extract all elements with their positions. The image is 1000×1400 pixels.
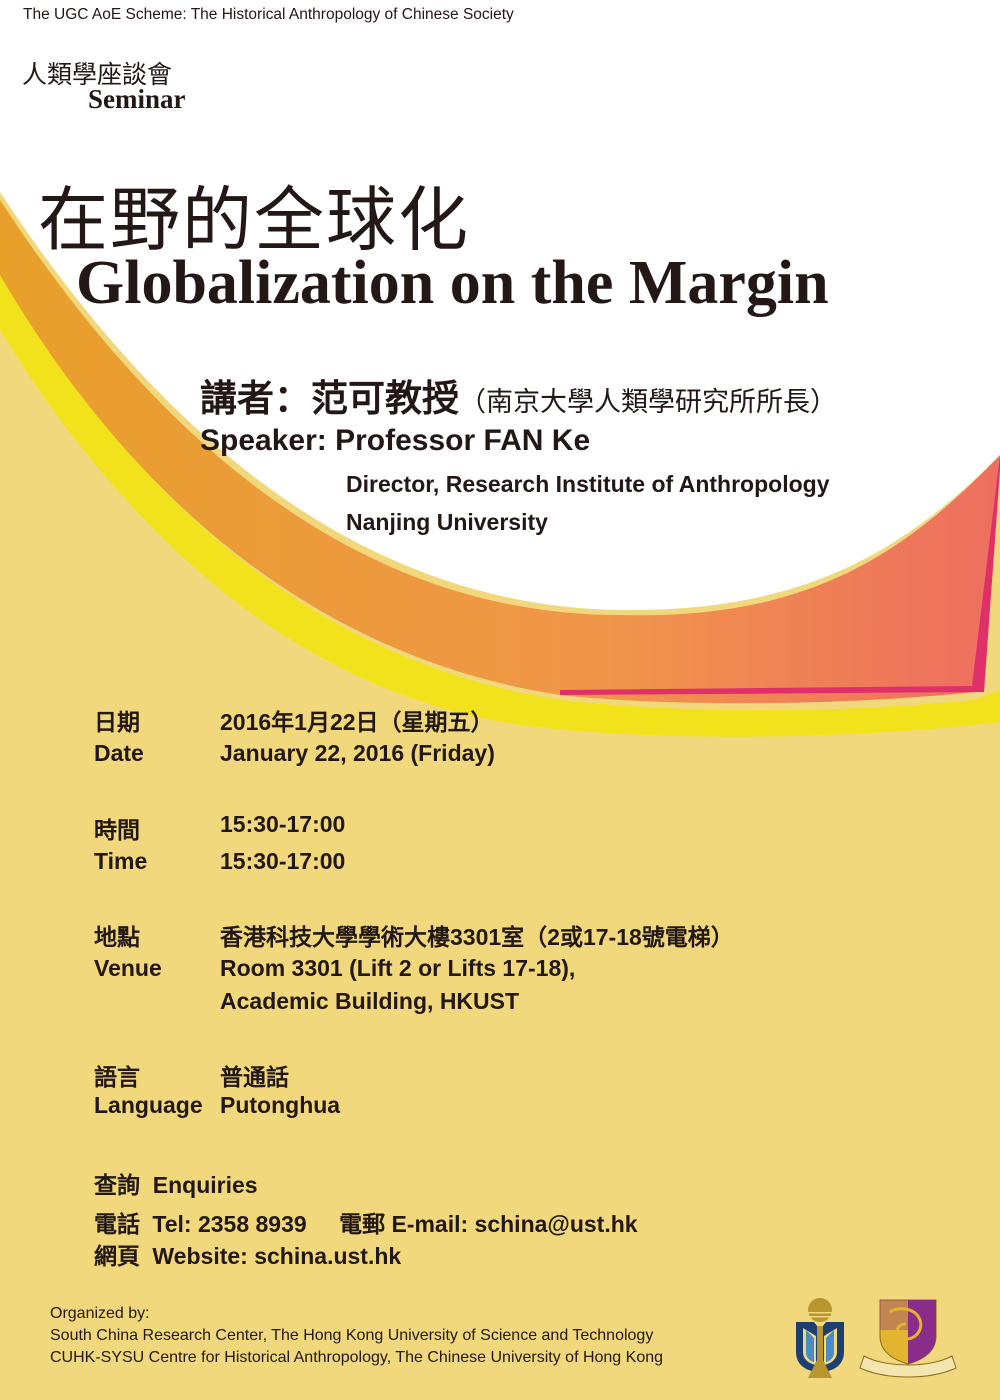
language-label-zh: 語言 (94, 1064, 140, 1090)
venue-value-en-1: Room 3301 (Lift 2 or Lifts 17-18), (220, 955, 576, 981)
speaker-zh-name: 講者：范可教授 (200, 378, 459, 419)
speaker-en: Speaker: Professor FAN Ke (200, 424, 591, 457)
speaker-zh: 講者：范可教授（南京大學人類學研究所所長） (200, 368, 837, 422)
organizer-2: CUHK-SYSU Centre for Historical Anthropo… (50, 1349, 664, 1366)
venue-label-en: Venue (94, 955, 162, 981)
language-value-zh: 普通話 (220, 1064, 289, 1090)
language-label-en: Language (94, 1092, 203, 1118)
scheme-title: The UGC AoE Scheme: The Historical Anthr… (23, 6, 514, 23)
email-address[interactable]: E-mail: schina@ust.hk (391, 1211, 638, 1237)
tel-label: 電話 (94, 1211, 140, 1237)
time-label-zh: 時間 (94, 817, 140, 843)
title-en: Globalization on the Margin (76, 249, 829, 317)
tel-line: 電話 Tel: 2358 8939 電郵 E-mail: schina@ust.… (94, 1205, 638, 1239)
orange-band (0, 200, 1000, 704)
time-value-en: 15:30-17:00 (220, 848, 346, 874)
web-line: 網頁 Website: schina.ust.hk (94, 1237, 401, 1271)
title-zh: 在野的全球化 (38, 181, 470, 259)
enquiries-heading: 查詢 Enquiries (94, 1172, 258, 1198)
organizer-1: South China Research Center, The Hong Ko… (50, 1327, 654, 1344)
time-value-zh: 15:30-17:00 (220, 811, 346, 837)
language-value-en: Putonghua (220, 1092, 341, 1118)
date-value-en: January 22, 2016 (Friday) (220, 740, 495, 766)
website-link[interactable]: Website: schina.ust.hk (152, 1243, 402, 1269)
tel-number: Tel: 2358 8939 (152, 1211, 307, 1237)
date-label-en: Date (94, 740, 144, 766)
speaker-zh-affiliation: （南京大學人類學研究所所長） (459, 387, 837, 417)
venue-value-zh: 香港科技大學學術大樓3301室（2或17-18號電梯） (220, 924, 734, 950)
date-label-zh: 日期 (94, 709, 140, 735)
cuhk-crest (859, 1299, 957, 1378)
email-label: 電郵 (339, 1211, 386, 1237)
time-label-en: Time (94, 848, 148, 874)
date-value-zh: 2016年1月22日（星期五） (220, 709, 494, 735)
venue-label-zh: 地點 (94, 924, 140, 950)
speaker-position: Director, Research Institute of Anthropo… (346, 471, 830, 497)
seminar-en: Seminar (88, 84, 186, 114)
seminar-zh: 人類學座談會 (22, 61, 173, 89)
organized-by-heading: Organized by: (50, 1305, 150, 1322)
speaker-university: Nanjing University (346, 509, 548, 535)
venue-value-en-2: Academic Building, HKUST (220, 988, 520, 1014)
hkust-logo (796, 1298, 844, 1378)
white-area (0, 0, 1000, 611)
web-label: 網頁 (94, 1243, 140, 1269)
